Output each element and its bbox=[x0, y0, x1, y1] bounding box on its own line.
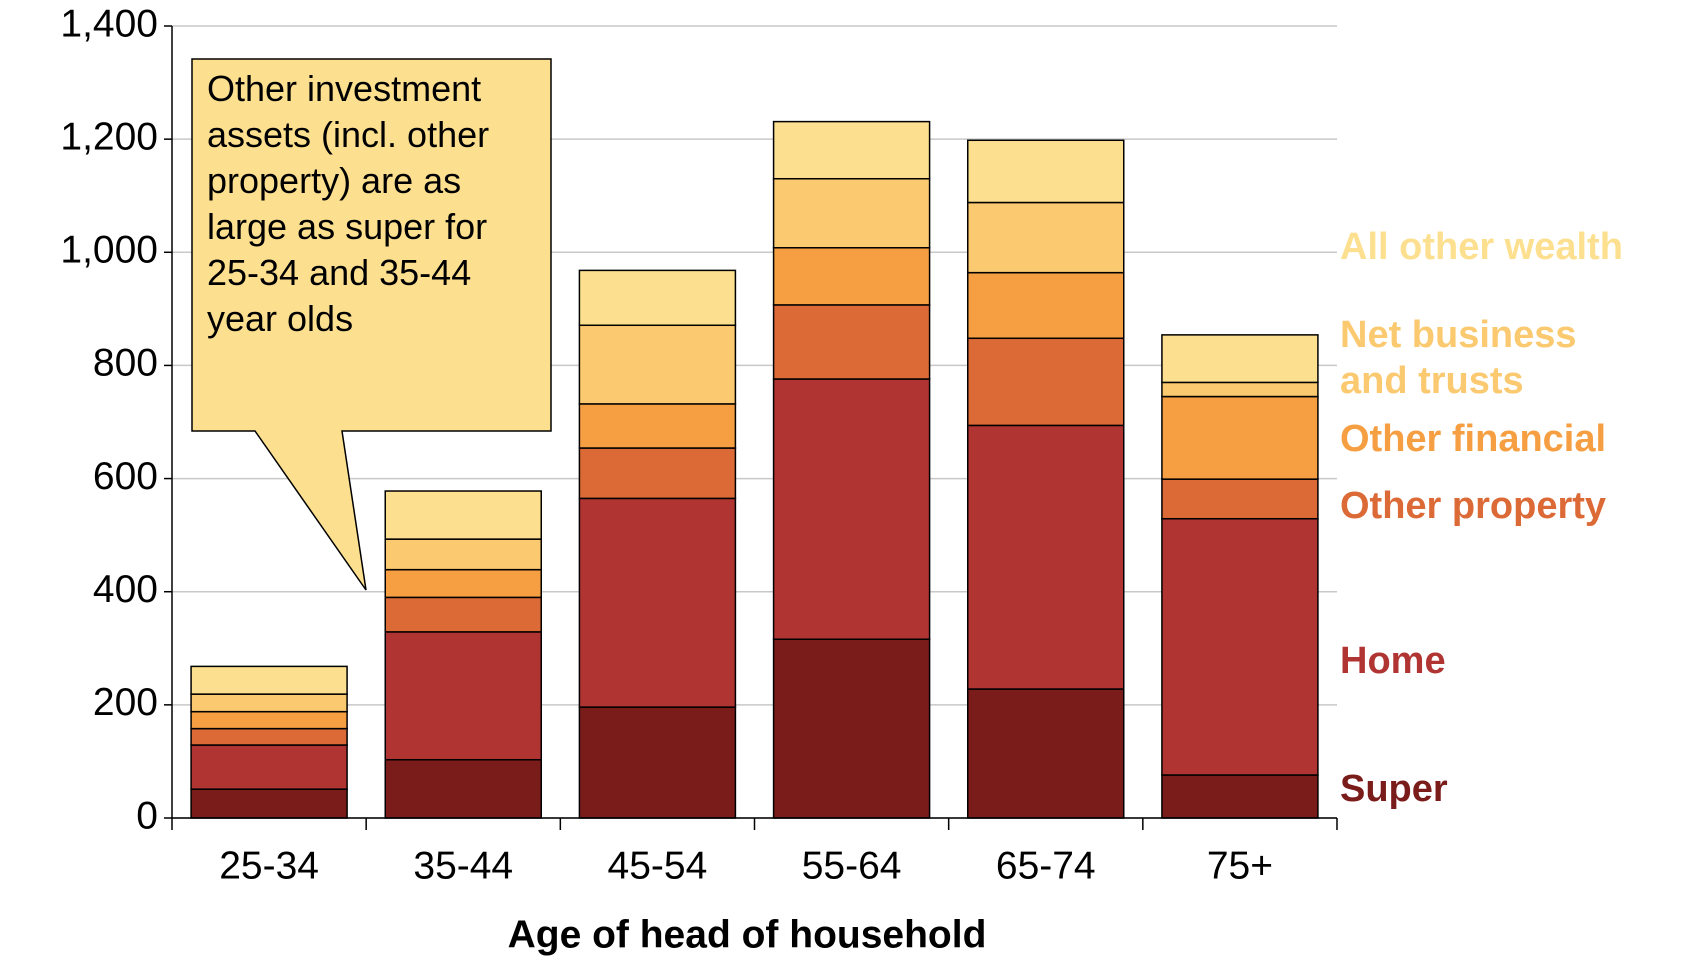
bar-segment bbox=[384, 568, 542, 599]
bar-segment bbox=[772, 247, 931, 306]
bar-segment bbox=[967, 201, 1125, 274]
bar-segment bbox=[967, 139, 1125, 204]
bar-segment bbox=[578, 497, 737, 708]
y-tick-label: 1,400 bbox=[60, 2, 158, 45]
bar-segment bbox=[384, 758, 542, 819]
bar-segment bbox=[384, 490, 542, 540]
bar-segment bbox=[772, 304, 931, 380]
legend-label: Super bbox=[1340, 768, 1448, 810]
bar-segment bbox=[967, 271, 1125, 340]
y-tick-label: 400 bbox=[93, 568, 158, 611]
bar-segment bbox=[772, 638, 931, 819]
bar-segment bbox=[578, 269, 737, 327]
bar-segment bbox=[1161, 381, 1319, 398]
bar-segment bbox=[967, 337, 1125, 427]
x-tick-label: 25-34 bbox=[219, 844, 319, 887]
bar-segment bbox=[190, 727, 348, 746]
y-tick-label: 1,200 bbox=[60, 115, 158, 158]
y-tick-label: 200 bbox=[93, 681, 158, 724]
y-tick-label: 1,000 bbox=[60, 229, 158, 272]
bar-segment bbox=[967, 688, 1125, 819]
y-tick-label: 800 bbox=[93, 342, 158, 385]
bar-segment bbox=[772, 120, 931, 180]
bar-segment bbox=[384, 596, 542, 633]
bar-segment bbox=[384, 631, 542, 761]
legend-label: Net business and trusts bbox=[1340, 314, 1577, 402]
x-axis-title: Age of head of household bbox=[508, 913, 987, 956]
x-tick-label: 65-74 bbox=[996, 844, 1096, 887]
legend-label: Home bbox=[1340, 640, 1446, 682]
annotation: Other investment assets (incl. other pro… bbox=[207, 68, 490, 339]
bar-segment bbox=[772, 177, 931, 249]
plot: 0 200 400 600 800 1,000 1,200 1,400 25-34 35-44 45… bbox=[60, 2, 1338, 887]
bar-segment bbox=[578, 403, 737, 449]
legend-label: All other wealth bbox=[1340, 226, 1623, 268]
bar-segment bbox=[190, 693, 348, 713]
bar-segment bbox=[1161, 517, 1319, 776]
y-tick-label: 0 bbox=[136, 794, 158, 837]
x-tick-label: 75+ bbox=[1207, 844, 1273, 887]
x-tick-label: 45-54 bbox=[608, 844, 708, 887]
x-tick-label: 35-44 bbox=[413, 844, 513, 887]
callout-box bbox=[191, 58, 552, 591]
bar-segment bbox=[1161, 334, 1319, 384]
x-tick-label: 55-64 bbox=[802, 844, 902, 887]
bar-segment bbox=[578, 447, 737, 500]
y-tick-label: 600 bbox=[93, 455, 158, 498]
bar-segment bbox=[1161, 774, 1319, 819]
bar-segment bbox=[578, 324, 737, 405]
bar-segment bbox=[190, 710, 348, 730]
bar-segment bbox=[1161, 395, 1319, 480]
bar-segment bbox=[1161, 478, 1319, 520]
bar-segment bbox=[384, 538, 542, 571]
legend-label: Other property bbox=[1340, 485, 1607, 527]
bar-segment bbox=[190, 744, 348, 790]
bar-segment bbox=[967, 424, 1125, 690]
bar-segment bbox=[190, 665, 348, 695]
bar-segment bbox=[578, 706, 737, 819]
bar-segment bbox=[772, 378, 931, 640]
legend-label: Other financial bbox=[1340, 418, 1607, 460]
bar-segment bbox=[190, 788, 348, 819]
